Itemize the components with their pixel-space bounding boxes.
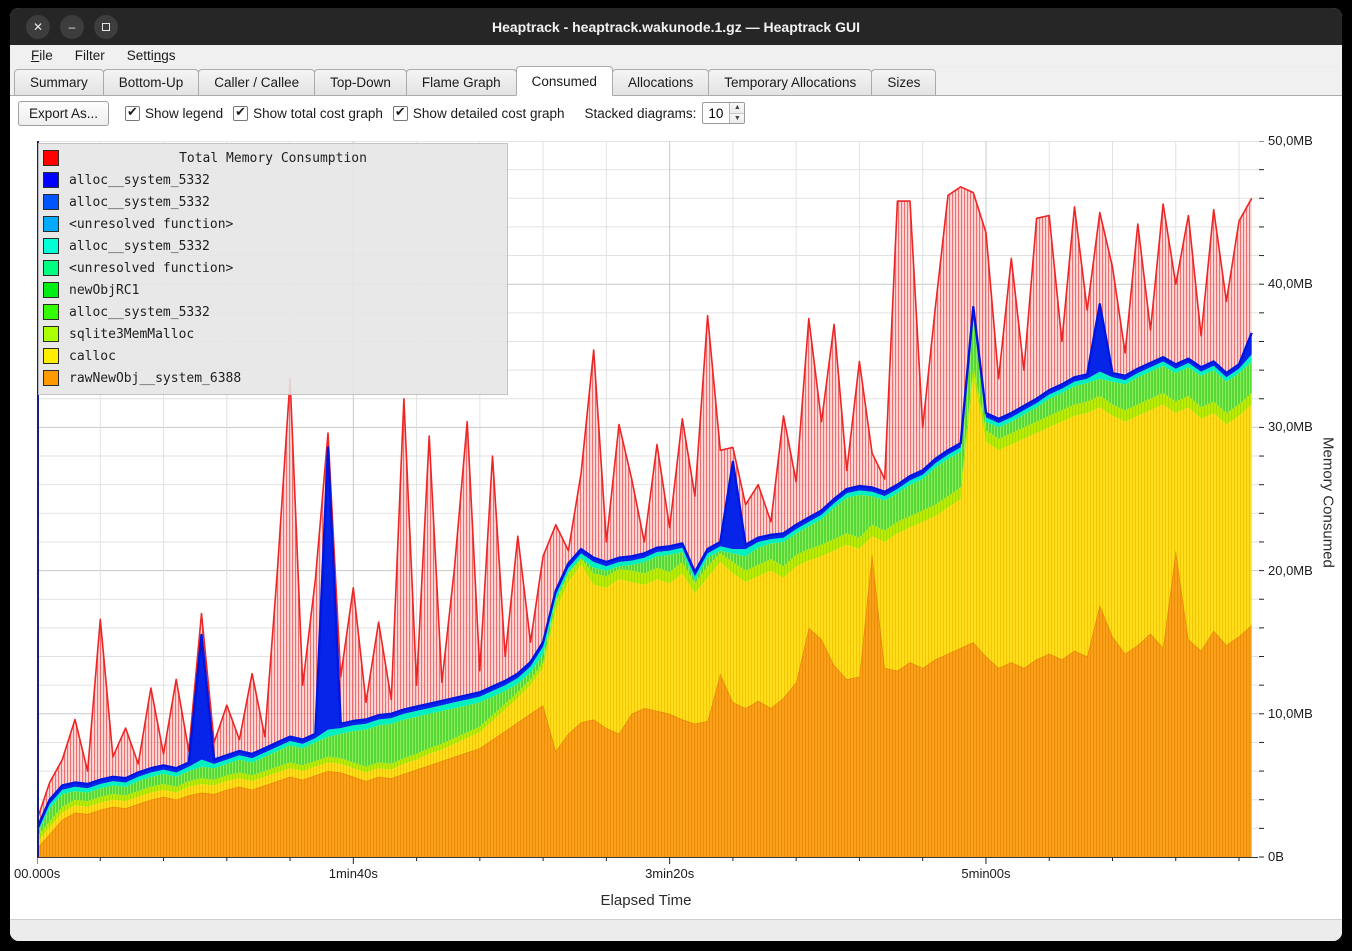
- legend-title-row: Total Memory Consumption: [43, 147, 503, 169]
- legend-swatch: [43, 348, 59, 364]
- y-axis-label: 40,0MB: [1268, 276, 1313, 292]
- legend-label: newObjRC1: [69, 282, 140, 298]
- x-axis-label: 5min00s: [961, 866, 1011, 881]
- close-button[interactable]: ✕: [26, 14, 50, 39]
- legend-swatch: [43, 282, 59, 298]
- legend-swatch: [43, 260, 59, 276]
- legend-swatch: [43, 172, 59, 188]
- stacked-diagrams-spinner[interactable]: 10 ▲ ▼: [702, 102, 746, 124]
- tab-allocations[interactable]: Allocations: [611, 69, 710, 95]
- legend-swatch: [43, 194, 59, 210]
- legend-label: <unresolved function>: [69, 260, 234, 276]
- legend-swatch: [43, 370, 59, 386]
- legend-item: <unresolved function>: [43, 213, 503, 235]
- x-axis-label: 00.000s: [14, 866, 61, 881]
- legend-swatch: [43, 304, 59, 320]
- tab-flame-graph[interactable]: Flame Graph: [405, 69, 517, 95]
- stacked-diagrams-label: Stacked diagrams:: [584, 105, 697, 121]
- toolbar: Export As... ✔ Show legend ✔ Show total cos…: [10, 96, 1342, 130]
- chart-area: Total Memory Consumption alloc__system_53…: [10, 130, 1342, 919]
- tab-top-down[interactable]: Top-Down: [314, 69, 407, 95]
- legend-item: rawNewObj__system_6388: [43, 367, 503, 389]
- memory-chart[interactable]: [37, 141, 1299, 869]
- y-axis-label: 0B: [1268, 849, 1284, 864]
- checkbox-label: Show legend: [145, 105, 224, 121]
- minimize-button[interactable]: –: [60, 14, 84, 39]
- legend-item: sqlite3MemMalloc: [43, 323, 503, 345]
- legend-item: newObjRC1: [43, 279, 503, 301]
- legend-swatch: [43, 216, 59, 232]
- export-as-button[interactable]: Export As...: [18, 100, 110, 126]
- tab-summary[interactable]: Summary: [14, 69, 104, 95]
- tab-bottom-up[interactable]: Bottom-Up: [102, 69, 200, 95]
- maximize-icon: [102, 22, 110, 31]
- menu-item-file[interactable]: File: [31, 48, 53, 63]
- legend-item: <unresolved function>: [43, 257, 503, 279]
- legend-swatch: [43, 326, 59, 342]
- checkbox-show-total-cost-graph[interactable]: ✔ Show total cost graph: [233, 104, 383, 121]
- x-axis-label: 3min20s: [645, 866, 695, 881]
- checkbox-box[interactable]: ✔: [392, 104, 408, 121]
- legend-swatch: [43, 150, 59, 166]
- stacked-diagrams-value[interactable]: 10: [708, 105, 724, 121]
- checkbox-show-legend[interactable]: ✔ Show legend: [125, 104, 224, 121]
- menu-bar: File Filter Settings: [10, 45, 1342, 67]
- spinner-down-icon[interactable]: ▼: [730, 113, 745, 123]
- tab-bar: Summary Bottom-Up Caller / Callee Top-Down F…: [10, 66, 1342, 96]
- checkbox-show-detailed-cost-graph[interactable]: ✔ Show detailed cost graph: [392, 104, 565, 121]
- legend-label: calloc: [69, 348, 116, 364]
- legend-label: <unresolved function>: [69, 216, 234, 232]
- legend-label: alloc__system_5332: [69, 172, 210, 188]
- menu-item-settings[interactable]: Settings: [126, 48, 176, 63]
- window-controls: ✕ –: [26, 14, 118, 39]
- tab-consumed[interactable]: Consumed: [515, 66, 613, 96]
- y-axis-label: 50,0MB: [1268, 133, 1313, 148]
- maximize-button[interactable]: [94, 14, 118, 39]
- y-axis-title: Memory Consumed: [1319, 437, 1337, 568]
- spinner-up-icon[interactable]: ▲: [730, 103, 745, 114]
- legend-label: rawNewObj__system_6388: [69, 370, 242, 386]
- legend-label: alloc__system_5332: [69, 194, 210, 210]
- window-title: Heaptrack - heaptrack.wakunode.1.gz — He…: [491, 18, 860, 35]
- tab-temporary-allocations[interactable]: Temporary Allocations: [708, 69, 873, 95]
- legend-label: alloc__system_5332: [69, 304, 210, 320]
- titlebar[interactable]: ✕ – Heaptrack - heaptrack.wakunode.1.gz …: [10, 8, 1342, 45]
- y-axis-label: 10,0MB: [1268, 705, 1313, 721]
- checkbox-box[interactable]: ✔: [233, 104, 249, 121]
- legend-label: Total Memory Consumption: [179, 150, 367, 166]
- legend-item: alloc__system_5332: [43, 235, 503, 257]
- x-axis-label: 1min40s: [328, 866, 378, 881]
- y-axis-label: 30,0MB: [1268, 419, 1313, 435]
- heaptrack-window: ✕ – Heaptrack - heaptrack.wakunode.1.gz …: [10, 8, 1342, 941]
- y-axis-label: 20,0MB: [1268, 562, 1313, 578]
- x-axis-title: Elapsed Time: [600, 892, 692, 909]
- chart-legend: Total Memory Consumption alloc__system_53…: [38, 143, 508, 395]
- legend-item: calloc: [43, 345, 503, 367]
- legend-item: alloc__system_5332: [43, 191, 503, 213]
- legend-label: alloc__system_5332: [69, 238, 210, 254]
- legend-item: alloc__system_5332: [43, 169, 503, 191]
- menu-item-filter[interactable]: Filter: [74, 48, 105, 63]
- legend-swatch: [43, 238, 59, 254]
- tab-caller-callee[interactable]: Caller / Callee: [198, 69, 316, 95]
- status-strip: [10, 919, 1342, 941]
- checkbox-box[interactable]: ✔: [125, 104, 141, 121]
- tab-sizes[interactable]: Sizes: [871, 69, 937, 95]
- legend-label: sqlite3MemMalloc: [69, 326, 195, 342]
- checkbox-label: Show detailed cost graph: [412, 105, 565, 121]
- checkbox-label: Show total cost graph: [253, 105, 383, 121]
- legend-item: alloc__system_5332: [43, 301, 503, 323]
